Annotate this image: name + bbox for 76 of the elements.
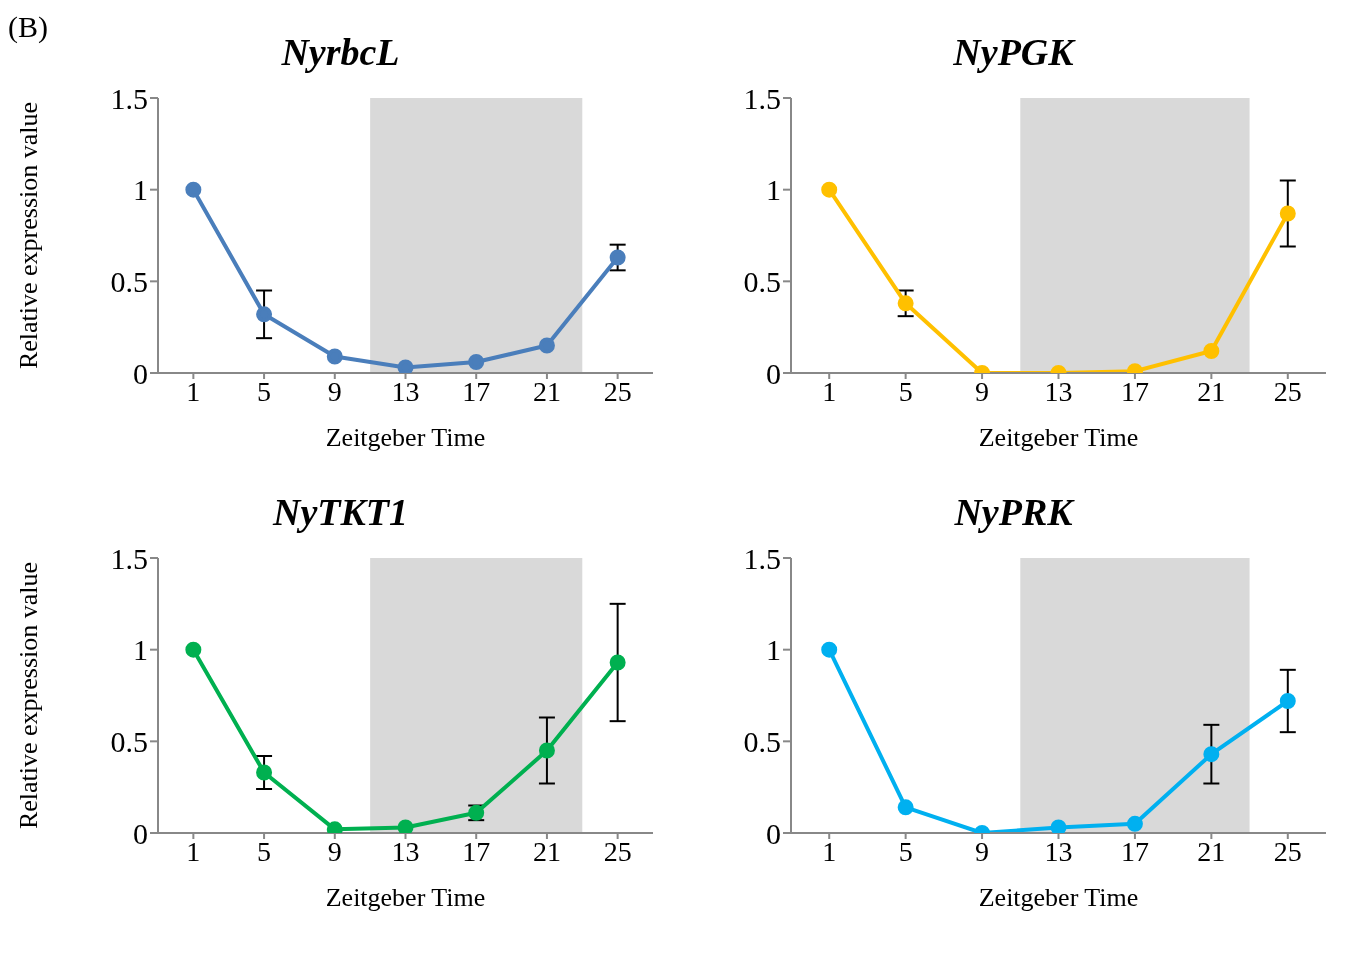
point	[1050, 819, 1067, 833]
chart-title: NyPRK	[953, 490, 1076, 534]
x-axis-title: Zeitgeber Time	[978, 423, 1139, 452]
point	[897, 799, 914, 816]
x-tick-label: 5	[257, 835, 272, 867]
x-tick-label: 1	[186, 835, 201, 867]
point	[538, 742, 555, 759]
x-tick-label: 5	[898, 835, 913, 867]
point	[821, 641, 838, 658]
y-tick-label: 1	[766, 633, 781, 667]
y-tick-label: 1.5	[743, 541, 781, 575]
point	[256, 306, 273, 323]
x-axis-title: Zeitgeber Time	[325, 883, 486, 912]
x-tick-label: 13	[391, 835, 420, 867]
y-tick-label: 1.5	[110, 81, 148, 115]
x-tick-label: 9	[327, 375, 342, 407]
x-tick-label: 9	[975, 835, 990, 867]
y-axis-title: Relative expression value	[14, 101, 44, 370]
x-axis-title: Zeitgeber Time	[978, 883, 1139, 912]
point	[326, 348, 343, 365]
x-tick-label: 25	[1273, 375, 1302, 407]
x-tick-label: 1	[186, 375, 201, 407]
y-tick-label: 0.5	[743, 264, 781, 298]
y-tick-label: 1.5	[110, 541, 148, 575]
x-tick-label: 9	[975, 375, 990, 407]
x-tick-label: 13	[391, 375, 420, 407]
point	[1279, 693, 1296, 709]
chart-title: NyPGK	[952, 30, 1077, 74]
point	[185, 181, 202, 198]
x-tick-label: 21	[1197, 375, 1226, 407]
point	[397, 359, 414, 373]
x-axis-title: Zeitgeber Time	[325, 423, 486, 452]
point	[609, 654, 626, 671]
chart-title: NyTKT1	[271, 490, 410, 534]
y-tick-label: 1	[133, 633, 148, 667]
point	[397, 819, 414, 833]
y-tick-label: 0.5	[110, 264, 148, 298]
y-tick-label: 0	[133, 816, 148, 850]
x-tick-label: 25	[1273, 835, 1302, 867]
x-tick-label: 25	[603, 375, 632, 407]
point	[1203, 746, 1220, 763]
point	[1126, 815, 1143, 832]
point	[609, 249, 626, 266]
point	[538, 337, 555, 354]
x-tick-label: 21	[1197, 835, 1226, 867]
x-tick-label: 1	[822, 375, 837, 407]
x-tick-label: 17	[1120, 375, 1149, 407]
point	[256, 764, 273, 781]
x-tick-label: 5	[898, 375, 913, 407]
y-tick-label: 1	[766, 173, 781, 207]
y-tick-label: 0.5	[110, 724, 148, 758]
x-tick-label: 9	[327, 835, 342, 867]
x-tick-label: 21	[532, 835, 561, 867]
y-tick-label: 0	[766, 356, 781, 390]
y-tick-label: 1.5	[743, 81, 781, 115]
point	[821, 181, 838, 198]
point	[468, 354, 485, 370]
x-tick-label: 1	[822, 835, 837, 867]
x-tick-label: 17	[1120, 835, 1149, 867]
x-tick-label: 21	[532, 375, 561, 407]
y-axis-title: Relative expression value	[14, 561, 44, 830]
y-tick-label: 0	[766, 816, 781, 850]
x-tick-label: 5	[257, 375, 272, 407]
x-tick-label: 13	[1044, 375, 1073, 407]
x-tick-label: 17	[462, 835, 491, 867]
y-tick-label: 0	[133, 356, 148, 390]
point	[185, 641, 202, 658]
chart-title: NyrbcL	[281, 31, 400, 73]
point	[326, 821, 343, 833]
x-tick-label: 17	[462, 375, 491, 407]
y-tick-label: 1	[133, 173, 148, 207]
text: (B)	[8, 10, 48, 44]
x-tick-label: 13	[1044, 835, 1073, 867]
point	[1279, 205, 1296, 222]
y-tick-label: 0.5	[743, 724, 781, 758]
x-tick-label: 25	[603, 835, 632, 867]
